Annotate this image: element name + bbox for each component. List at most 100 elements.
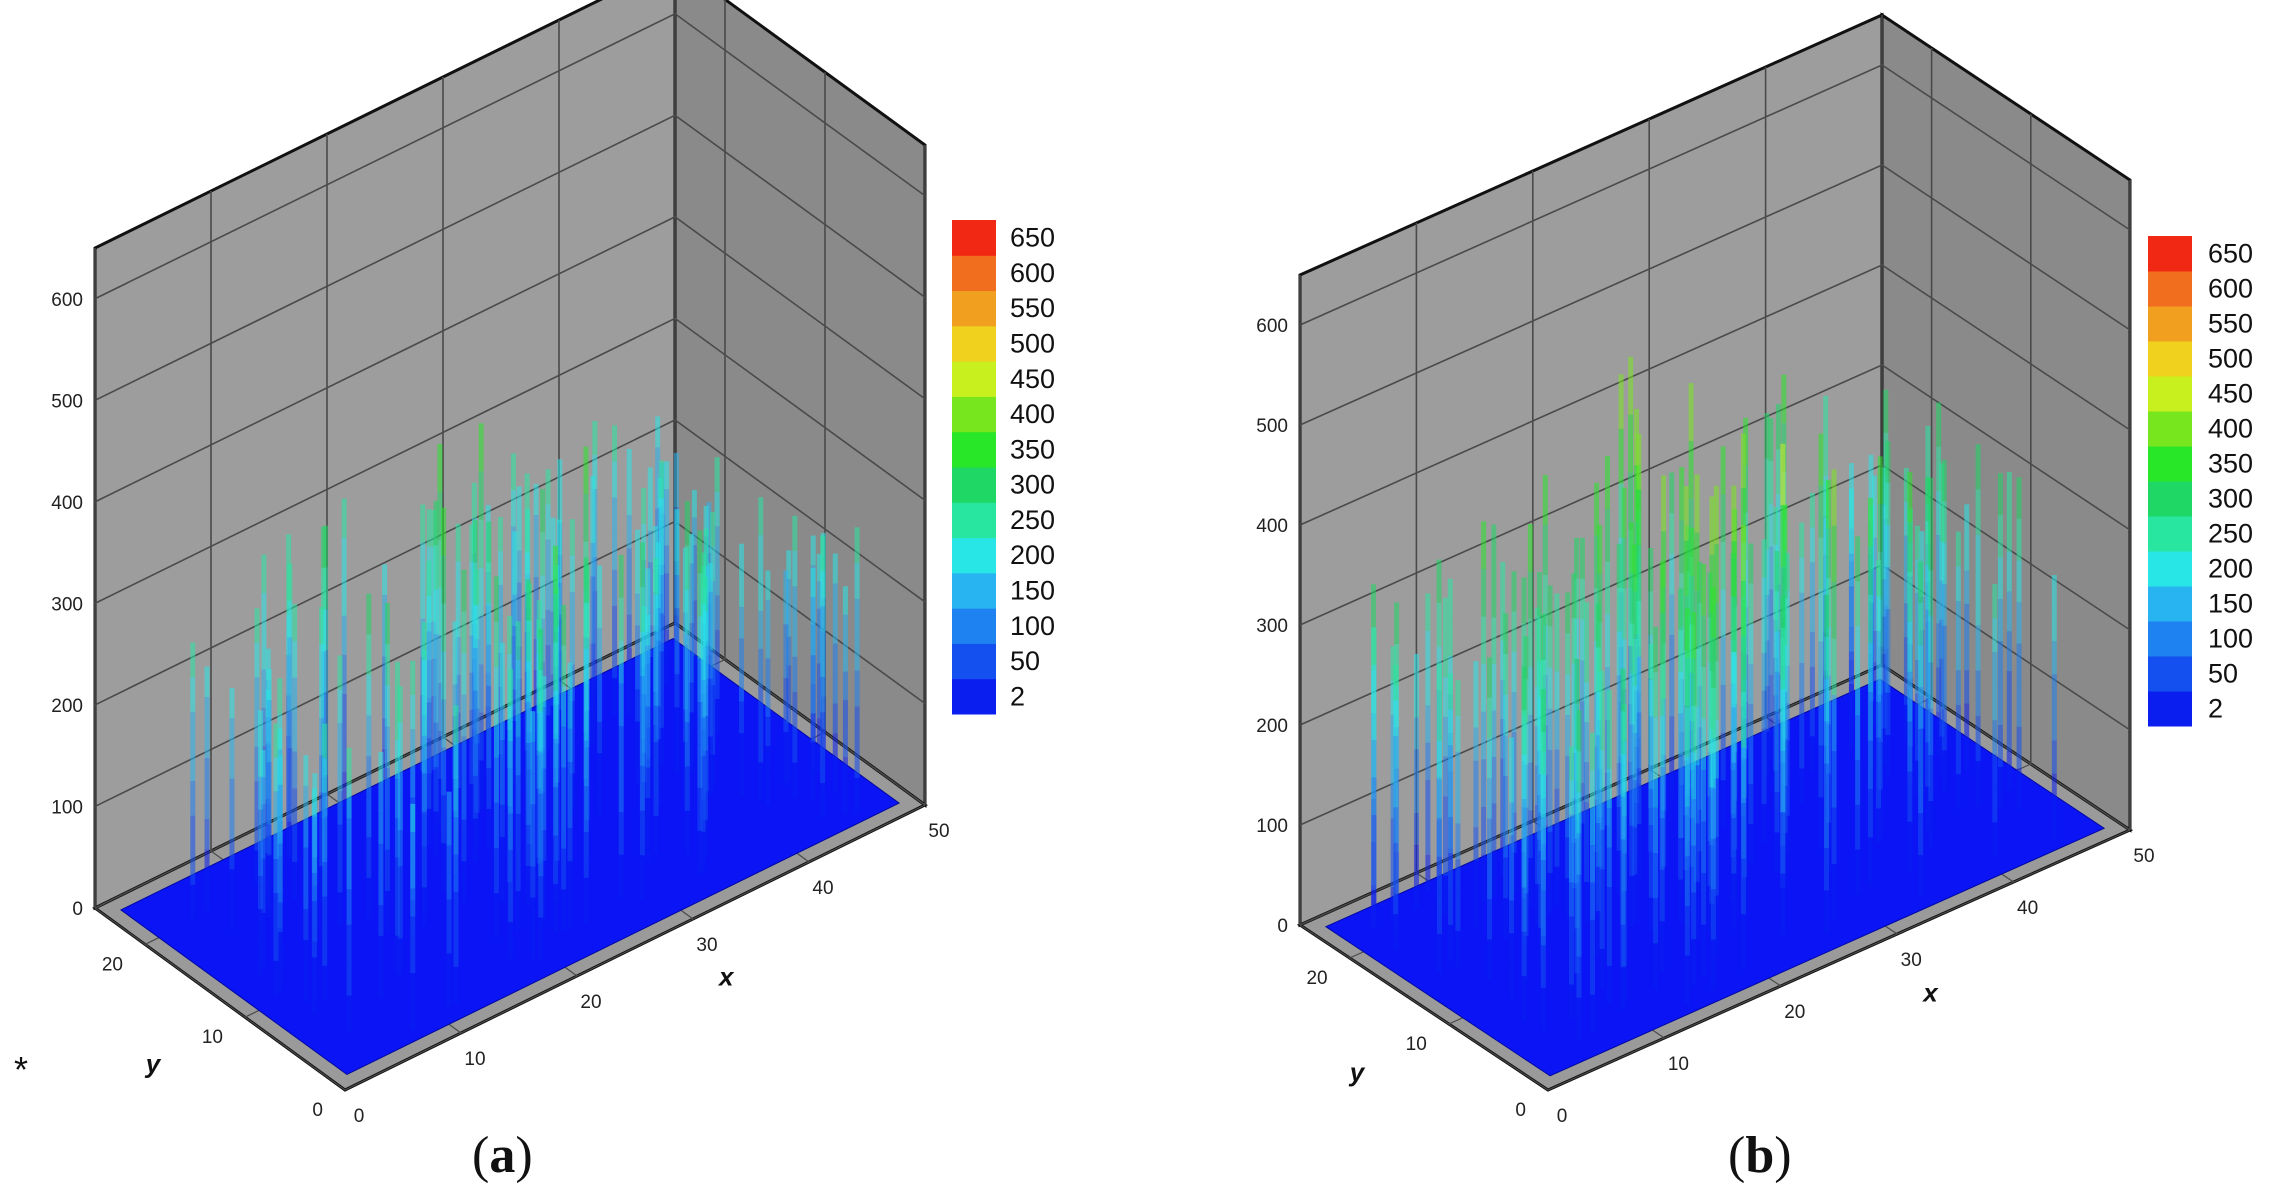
- colorbar-label: 250: [2208, 519, 2253, 549]
- y-tick-label: 10: [1406, 1034, 1427, 1055]
- colorbar-segment: [2148, 656, 2192, 692]
- colorbar-label: 200: [1010, 540, 1055, 570]
- z-tick-label: 100: [51, 797, 83, 818]
- x-tick-label: 0: [1557, 1106, 1568, 1127]
- x-tick-label: 40: [2017, 898, 2038, 919]
- x-tick-label: 20: [1784, 1002, 1805, 1023]
- panel-label-a-text: a: [489, 1127, 515, 1184]
- grid-line-floor-x: [94, 907, 346, 1091]
- y-tick-label: 0: [312, 1100, 323, 1121]
- z-tick-label: 300: [1256, 616, 1288, 637]
- colorbar-label: 500: [2208, 344, 2253, 374]
- x-tick-label: 40: [812, 878, 833, 899]
- colorbar-label: 350: [1010, 434, 1055, 464]
- x-axis-title: x: [1921, 978, 1939, 1008]
- colorbar-segment: [952, 220, 996, 256]
- z-tick-label: 100: [1256, 816, 1288, 837]
- colorbar-segment: [2148, 306, 2192, 342]
- z-tick-label: 200: [1256, 716, 1288, 737]
- colorbar-segment: [952, 678, 996, 715]
- colorbar-label: 550: [2208, 309, 2253, 339]
- colorbar-segment: [952, 608, 996, 644]
- panel-label-a: (a): [472, 1127, 533, 1184]
- colorbar-segment: [952, 572, 996, 609]
- y-axis-title: y: [144, 1049, 162, 1079]
- z-tick-label: 0: [72, 899, 83, 920]
- y-tick-label: 10: [202, 1027, 223, 1048]
- colorbar-label: 100: [1010, 611, 1055, 641]
- x-tick-label: 30: [696, 935, 717, 956]
- colorbar-segment: [952, 290, 996, 327]
- x-tick-label: 10: [464, 1049, 485, 1070]
- panel-label-b: (b): [1728, 1127, 1792, 1184]
- z-tick-label: 400: [51, 493, 83, 514]
- x-tick-label: 50: [2133, 846, 2154, 867]
- grid-line-floor-y: [1547, 829, 2131, 1091]
- colorbar-segment: [952, 396, 996, 433]
- colorbar-segment: [2148, 411, 2192, 447]
- z-tick-label: 600: [51, 290, 83, 311]
- colorbar-label: 450: [2208, 379, 2253, 409]
- colorbar-segment: [2148, 446, 2192, 482]
- colorbar-segment: [2148, 551, 2192, 587]
- colorbar-segment: [2148, 621, 2192, 657]
- y-tick-label: 0: [1515, 1100, 1526, 1121]
- colorbar-label: 350: [2208, 449, 2253, 479]
- colorbar-segment: [2148, 586, 2192, 622]
- z-tick-label: 200: [51, 696, 83, 717]
- y-axis-title: y: [1348, 1057, 1366, 1087]
- colorbar-segment: [2148, 481, 2192, 517]
- colorbar-label: 300: [1010, 470, 1055, 500]
- x-tick-label: 20: [580, 992, 601, 1013]
- z-tick-label: 400: [1256, 516, 1288, 537]
- colorbar-segment: [952, 502, 996, 539]
- colorbar-label: 200: [2208, 554, 2253, 584]
- colorbar-label: 600: [1010, 258, 1055, 288]
- colorbar-label: 50: [2208, 659, 2238, 689]
- colorbar-label: 600: [2208, 274, 2253, 304]
- colorbar-label: 150: [1010, 576, 1055, 606]
- colorbar-segment: [2148, 236, 2192, 272]
- colorbar-label: 250: [1010, 505, 1055, 535]
- z-tick-label: 500: [51, 391, 83, 412]
- colorbar-segment: [952, 643, 996, 680]
- grid-line-floor-y: [344, 804, 926, 1091]
- colorbar-label: 500: [1010, 329, 1055, 359]
- colorbar-label: 2: [1010, 681, 1025, 711]
- colorbar-label: 650: [1010, 223, 1055, 253]
- colorbar-segment: [952, 255, 996, 292]
- colorbar-label: 50: [1010, 646, 1040, 676]
- colorbar-label: 2: [2208, 694, 2223, 724]
- colorbar-label: 450: [1010, 364, 1055, 394]
- colorbar-label: 300: [2208, 484, 2253, 514]
- colorbar-segment: [952, 431, 996, 468]
- colorbar-segment: [2148, 271, 2192, 307]
- y-tick-label: 20: [102, 954, 123, 975]
- colorbar-segment: [952, 361, 996, 397]
- z-tick-label: 300: [51, 594, 83, 615]
- x-axis-title: x: [717, 962, 735, 992]
- colorbar-segment: [952, 537, 996, 574]
- colorbar-label: 550: [1010, 293, 1055, 323]
- colorbar-label: 400: [1010, 399, 1055, 429]
- x-tick-label: 0: [354, 1106, 365, 1127]
- y-tick-label: 20: [1306, 968, 1327, 989]
- x-tick-label: 50: [928, 821, 949, 842]
- x-tick-label: 10: [1668, 1054, 1689, 1075]
- x-tick-label: 30: [1901, 950, 1922, 971]
- colorbar-segment: [2148, 341, 2192, 377]
- z-tick-label: 0: [1277, 916, 1288, 937]
- colorbar-label: 650: [2208, 239, 2253, 269]
- colorbar-segment: [2148, 691, 2192, 727]
- colorbar-segment: [952, 325, 996, 362]
- colorbar-segment: [2148, 376, 2192, 412]
- grid-line-floor-x: [1299, 924, 1549, 1091]
- colorbar-label: 150: [2208, 589, 2253, 619]
- colorbar-label: 400: [2208, 414, 2253, 444]
- colorbar-segment: [2148, 516, 2192, 552]
- colorbar-segment: [952, 467, 996, 503]
- z-tick-label: 600: [1256, 316, 1288, 337]
